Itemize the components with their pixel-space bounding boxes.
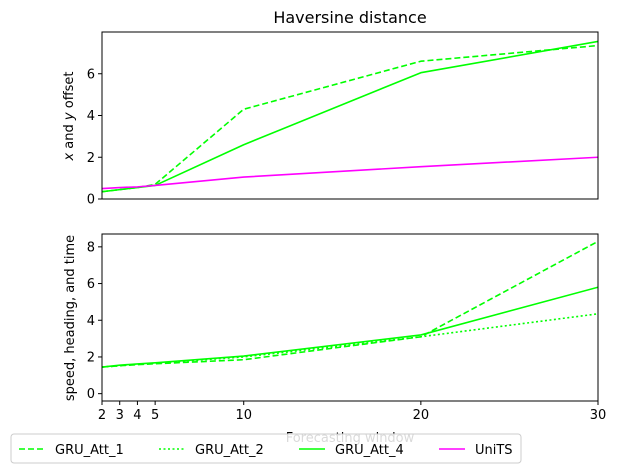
bottom-y-axis-label: speed, heading, and time	[63, 235, 78, 401]
bottom-x-tick-label: 4	[133, 408, 141, 423]
top-y-tick-label: 2	[87, 151, 95, 166]
legend: GRU_Att_1 GRU_Att_2 GRU_Att_4 UniTS	[10, 433, 522, 464]
legend-label-gru-att-2: GRU_Att_2	[195, 443, 264, 458]
bottom-y-tick-label: 6	[87, 277, 95, 292]
bottom-x-tick-label: 3	[116, 408, 124, 423]
bottom-x-tick-label: 10	[235, 408, 252, 423]
bottom-series-gru-att-2	[102, 313, 598, 368]
bottom-series-gru-att-1	[102, 240, 598, 368]
bottom-y-tick-label: 2	[87, 350, 95, 365]
legend-label-units: UniTS	[475, 443, 513, 458]
top-y-tick-label: 4	[87, 109, 95, 124]
bottom-y-tick-label: 4	[87, 314, 95, 329]
legend-label-gru-att-1: GRU_Att_1	[55, 443, 124, 458]
top-y-axis-label: x and y offset	[62, 71, 77, 161]
bottom-plot-frame	[101, 233, 599, 402]
bottom-series-gru-att-4	[102, 286, 598, 368]
top-series-gru-att-1	[102, 44, 598, 193]
top-chart-title: Haversine distance	[273, 8, 426, 27]
bottom-x-tick-label: 30	[590, 408, 607, 423]
bottom-x-tick-label: 20	[413, 408, 430, 423]
bottom-x-tick-label: 5	[151, 408, 159, 423]
top-series-units	[102, 156, 598, 190]
legend-label-gru-att-4: GRU_Att_4	[335, 443, 404, 458]
bottom-y-tick-label: 0	[87, 387, 95, 402]
top-plot-frame	[101, 31, 599, 200]
bottom-y-tick-label: 8	[87, 240, 95, 255]
top-series-gru-att-4	[102, 40, 598, 193]
top-y-tick-label: 6	[87, 67, 95, 82]
legend-box	[10, 433, 522, 464]
top-y-tick-label: 0	[87, 193, 95, 208]
top-panel: Haversine distance x and y offset 0 2 4 6	[62, 8, 599, 208]
bottom-x-tick-label: 2	[98, 408, 106, 423]
